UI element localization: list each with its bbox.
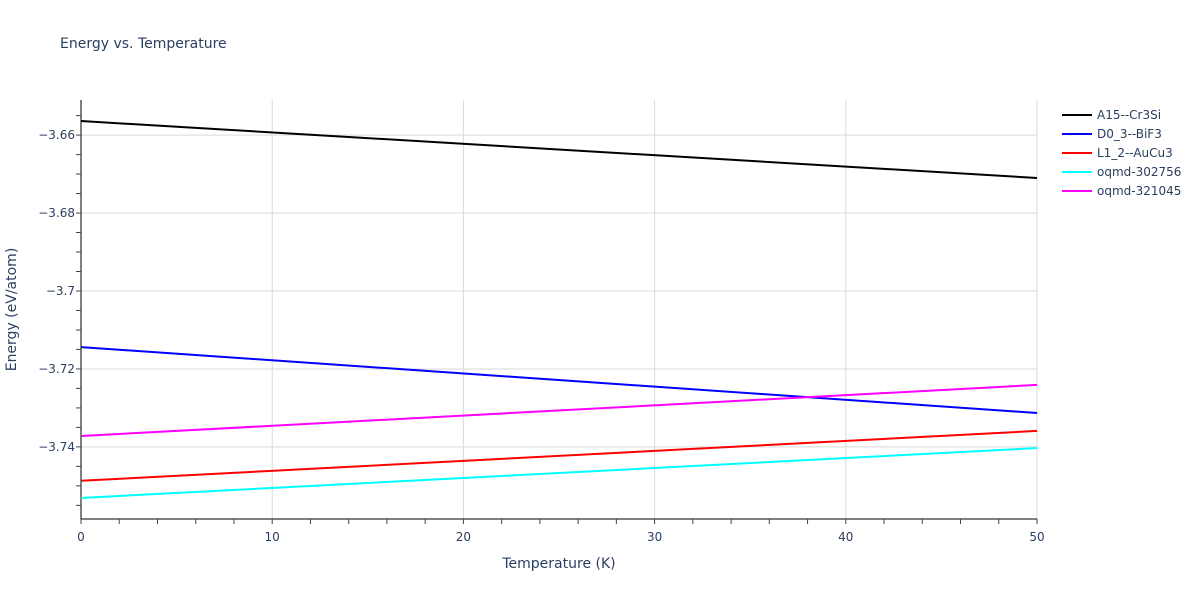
y-tick-label: −3.74: [38, 440, 75, 454]
legend-item[interactable]: oqmd-302756: [1097, 165, 1181, 179]
legend-item[interactable]: oqmd-321045: [1097, 184, 1181, 198]
series-line-oqmd-302756: [80, 447, 1038, 499]
x-tick-label: 40: [838, 530, 853, 544]
x-tick-label: 10: [265, 530, 280, 544]
legend-item[interactable]: A15--Cr3Si: [1097, 108, 1161, 122]
y-tick-label: −3.68: [38, 206, 75, 220]
legend-item[interactable]: L1_2--AuCu3: [1097, 146, 1173, 160]
x-tick-label: 30: [647, 530, 662, 544]
x-tick-label: 50: [1029, 530, 1044, 544]
x-tick-label: 0: [77, 530, 85, 544]
series-line-D0_3--BiF3: [80, 346, 1038, 414]
legend-item[interactable]: D0_3--BiF3: [1097, 127, 1162, 141]
x-tick-label: 20: [456, 530, 471, 544]
series-line-A15--Cr3Si: [80, 120, 1038, 179]
series-line-oqmd-321045: [80, 383, 1038, 437]
x-axis-label: Temperature (K): [501, 556, 615, 572]
y-tick-label: −3.7: [46, 284, 75, 298]
y-tick-label: −3.66: [38, 128, 75, 142]
y-tick-label: −3.72: [38, 362, 75, 376]
y-axis-label: Energy (eV/atom): [4, 248, 20, 372]
chart-title: Energy vs. Temperature: [60, 36, 227, 52]
series-line-L1_2--AuCu3: [80, 429, 1038, 482]
